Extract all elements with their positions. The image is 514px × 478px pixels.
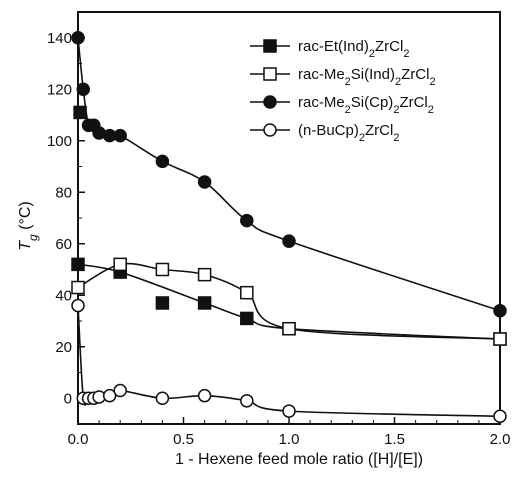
y-tick-label: 20	[55, 339, 72, 356]
data-point	[71, 280, 85, 295]
y-tick-label: 140	[47, 30, 72, 47]
data-point	[493, 332, 507, 346]
data-point	[71, 31, 85, 45]
legend-label: (n-BuCp)2ZrCl2	[298, 122, 399, 144]
data-point	[155, 262, 170, 277]
legend-item: rac-Me2Si(Ind)2ZrCl2	[250, 66, 436, 88]
y-tick-label: 40	[55, 287, 72, 304]
legend-marker	[263, 39, 277, 53]
x-tick-label: 1.0	[279, 431, 300, 448]
data-point	[240, 285, 254, 300]
data-point	[493, 303, 507, 318]
legend-item: (n-BuCp)2ZrCl2	[250, 122, 399, 144]
y-axis-title: Tg (°C)	[17, 201, 40, 251]
data-point	[240, 394, 254, 408]
data-point	[71, 298, 85, 313]
legend-item: rac-Et(Ind)2ZrCl2	[250, 38, 409, 60]
data-point	[282, 404, 296, 418]
series-2	[71, 257, 507, 346]
data-point	[155, 154, 170, 169]
x-tick-label: 1.5	[384, 431, 405, 448]
data-point	[73, 105, 87, 120]
data-point	[113, 383, 127, 398]
data-point	[113, 257, 127, 272]
series-4	[71, 298, 507, 424]
data-point	[113, 128, 127, 143]
y-tick-label: 100	[47, 133, 72, 150]
data-point	[76, 82, 91, 96]
data-point	[240, 213, 254, 228]
data-point	[155, 391, 170, 405]
data-point	[282, 234, 296, 248]
data-point	[197, 388, 212, 403]
legend-label: rac-Et(Ind)2ZrCl2	[298, 38, 409, 60]
x-tick-label: 2.0	[490, 431, 511, 448]
data-point	[282, 321, 296, 336]
data-point	[155, 296, 170, 310]
x-tick-label: 0.0	[68, 431, 89, 448]
data-point	[197, 175, 212, 189]
y-tick-label: 60	[55, 236, 72, 253]
data-point	[102, 388, 117, 403]
y-tick-label: 80	[55, 184, 72, 201]
plot-area: 0.0 0.5 1.0 1.5 2.0 0 20 40 60 80 100 120 140 1 - Hex…	[17, 11, 511, 468]
legend-marker	[263, 67, 277, 81]
x-tick-label: 0.5	[173, 431, 194, 448]
data-point	[71, 257, 85, 272]
legend-label: rac-Me2Si(Cp)2ZrCl2	[298, 94, 434, 116]
series-1	[71, 105, 507, 346]
y-tick-label: 0	[64, 390, 72, 407]
legend-marker	[263, 123, 277, 137]
data-point	[197, 296, 212, 310]
series-3	[71, 31, 507, 318]
data-point	[197, 267, 212, 282]
data-point	[493, 409, 507, 424]
legend: rac-Et(Ind)2ZrCl2 rac-Me2Si(Ind)2ZrCl2 rac…	[250, 38, 436, 144]
legend-marker	[263, 95, 277, 109]
x-axis-title: 1 - Hexene feed mole ratio ([H]/[E])	[175, 451, 423, 468]
data-point	[240, 311, 254, 326]
legend-label: rac-Me2Si(Ind)2ZrCl2	[298, 66, 436, 88]
y-tick-label: 120	[47, 81, 72, 98]
series-line	[77, 37, 501, 312]
legend-item: rac-Me2Si(Cp)2ZrCl2	[250, 94, 434, 116]
